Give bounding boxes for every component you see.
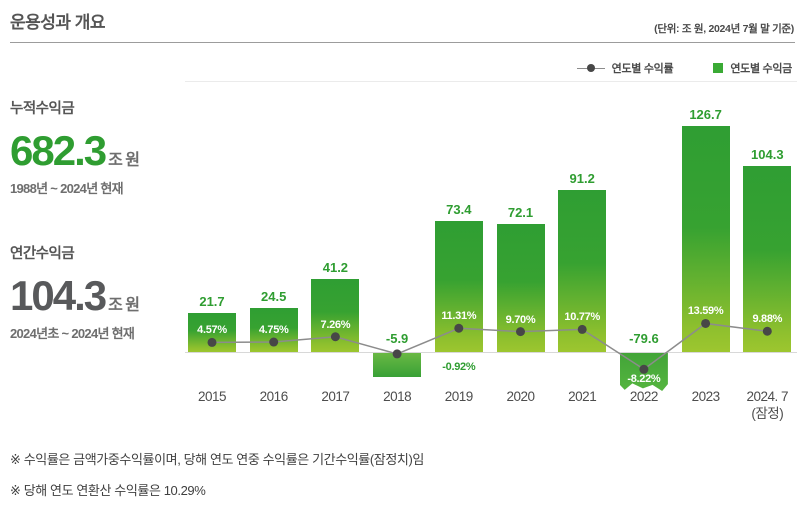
cumulative-profit-value: 682.3 [10,127,107,174]
annual-profit-label: 연간수익금 [10,246,75,262]
rate-label: 7.26% [320,318,351,331]
cumulative-profit-unit: 조 원 [108,152,140,169]
annual-profit-value: 104.3 [10,272,107,319]
rate-label: 9.70% [505,313,536,326]
performance-chart: 21.7 4.57% 2015 24.5 4.75% 2016 41.2 7.26% 2017 -… [185,0,797,440]
year-label: 2022 [629,389,659,404]
chart-top-border [185,81,797,82]
bar-2023 [681,126,730,352]
bar-20247 [743,166,792,352]
bar-2020 [496,223,545,352]
legend-item-returns-line: 연도별 수익률 [576,60,674,76]
annual-profit-period: 2024년초 ~ 2024년 현재 [10,326,135,341]
footnote: ※ 수익률은 금액가중수익률이며, 당해 연도 연중 수익률은 기간수익률(잠정… [10,452,424,467]
bar-value-label: 104.3 [751,147,784,163]
annual-profit-unit: 조 원 [108,297,140,314]
year-label: 2024. 7 (잠정) [746,389,789,421]
legend-line-label: 연도별 수익률 [611,63,674,75]
x-axis-line [185,352,797,353]
bar-value-label: -5.9 [385,331,409,346]
rate-label: -0.92% [442,361,476,373]
bar-2017 [311,278,360,352]
cumulative-profit-block: 누적수익금 682.3 조 원 1988년 ~ 2024년 현재 [10,97,182,197]
line-marker-icon [576,64,605,73]
bar-value-label: 21.7 [199,294,225,310]
bar-value-label: 24.5 [261,289,287,305]
year-label: 2020 [506,389,535,404]
bar-value-label: 41.2 [322,259,349,275]
rate-label: 9.88% [752,313,783,326]
rate-label: 4.75% [258,324,289,337]
year-label: 2015 [197,389,227,404]
rate-label: 11.31% [441,310,477,323]
year-label: 2021 [568,389,597,404]
rate-label: 13.59% [687,305,724,318]
chart-legend: 연도별 수익률 연도별 수익금 [576,60,792,76]
bar-2018 [373,353,422,377]
cumulative-profit-label: 누적수익금 [10,101,75,117]
rate-label: -8.22% [627,373,661,386]
year-label: 2016 [259,389,289,404]
cumulative-profit-period: 1988년 ~ 2024년 현재 [10,181,124,196]
rate-label: 4.57% [197,324,227,337]
unit-note: (단위: 조 원, 2024년 7월 말 기준) [654,23,794,35]
bar-2022 [619,353,668,391]
bar-value-label: 72.1 [507,204,534,220]
bar-2021 [558,189,607,352]
page-title: 운용성과 개요 [10,13,106,32]
bar-value-label: 126.7 [689,107,722,123]
footnotes: ※ 수익률은 금액가중수익률이며, 당해 연도 연중 수익률은 기간수익률(잠정… [10,449,424,511]
rate-label: 10.77% [564,311,600,324]
legend-bar-label: 연도별 수익금 [730,63,792,75]
year-label: 2019 [444,389,474,404]
summary-stats: 누적수익금 682.3 조 원 1988년 ~ 2024년 현재 연간수익금 1… [10,97,182,342]
year-label: 2018 [383,389,412,404]
title-divider [10,42,795,43]
year-label: 2017 [321,389,350,404]
bar-swatch-icon [713,63,724,73]
legend-item-profit-bar: 연도별 수익금 [713,60,792,76]
bar-value-label: 91.2 [569,170,595,186]
bar-2019 [434,221,483,352]
footnote: ※ 당해 연도 연환산 수익률은 10.29% [10,483,206,498]
bar-value-label: 73.4 [446,202,472,218]
annual-profit-block: 연간수익금 104.3 조 원 2024년초 ~ 2024년 현재 [10,242,182,342]
bar-value-label: -79.6 [629,331,659,346]
year-label: 2023 [691,389,721,404]
